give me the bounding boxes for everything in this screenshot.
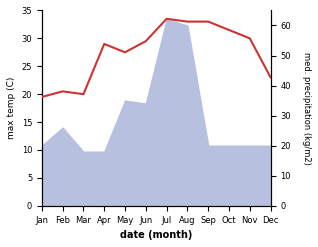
- Y-axis label: max temp (C): max temp (C): [7, 77, 16, 139]
- X-axis label: date (month): date (month): [120, 230, 192, 240]
- Y-axis label: med. precipitation (kg/m2): med. precipitation (kg/m2): [302, 52, 311, 165]
